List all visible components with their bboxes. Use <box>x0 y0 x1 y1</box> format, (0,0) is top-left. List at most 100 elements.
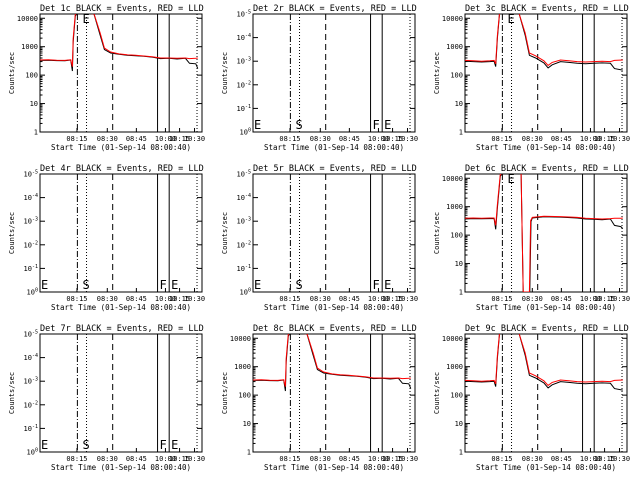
y-tick-label: 10000 <box>442 175 463 183</box>
plot-frame <box>252 333 416 453</box>
x-tick-label: 10:00 <box>580 455 601 463</box>
y-tick-label: 1000 <box>446 363 463 371</box>
x-tick-label: 08:15 <box>66 295 87 303</box>
plot-frame <box>39 173 203 293</box>
y-tick-label: 10000 <box>442 15 463 23</box>
y-tick-label: 10000 <box>17 15 38 23</box>
y-tick-label: 10 <box>455 260 463 268</box>
y-tick-label: 10-4 <box>24 353 38 362</box>
x-tick-label: 08:15 <box>491 295 512 303</box>
x-tick-label: 08:30 <box>97 455 118 463</box>
x-tick-label: 08:15 <box>491 135 512 143</box>
y-tick-label: 10-1 <box>237 264 251 273</box>
panel-1: Det 1c BLACK = Events, RED = LLD 1 10 100 10… <box>8 4 205 152</box>
panel-5: Det 5r BLACK = Events, RED = LLD 100 10-1 1… <box>221 164 418 312</box>
x-tick-label: 10:30 <box>397 135 418 143</box>
y-tick-label: 1000 <box>21 43 38 51</box>
x-tick-label: 10:30 <box>609 135 630 143</box>
x-tick-label: 08:45 <box>551 295 572 303</box>
x-tick-label: 08:15 <box>279 295 300 303</box>
plot-frame <box>252 173 416 293</box>
x-tick-label: 08:15 <box>66 135 87 143</box>
marker-label-top: E <box>508 12 515 26</box>
y-tick-label: 10-2 <box>24 400 38 409</box>
y-tick-label: 10 <box>455 420 463 428</box>
marker-label-top: E <box>508 172 515 186</box>
y-tick-label: 10-2 <box>237 80 251 89</box>
series-lld-line <box>40 14 198 67</box>
marker-label-bottom: E <box>171 278 178 292</box>
marker-label-bottom: S <box>296 118 303 132</box>
plot-frame <box>252 13 416 133</box>
x-tick-label: 10:00 <box>155 135 176 143</box>
series-events-line <box>253 334 412 392</box>
y-tick-label: 100 <box>238 392 251 400</box>
x-tick-label: 08:30 <box>522 135 543 143</box>
y-axis-label: Counts/sec <box>221 212 229 254</box>
marker-label-bottom: S <box>83 278 90 292</box>
x-tick-label: 10:15 <box>169 135 190 143</box>
plot-frame <box>464 13 628 133</box>
x-tick-label: 10:15 <box>382 135 403 143</box>
y-axis-label: Counts/sec <box>8 52 16 94</box>
panel-2: Det 2r BLACK = Events, RED = LLD 100 10-1 1… <box>221 4 418 152</box>
y-tick-label: 100 <box>450 72 463 80</box>
y-tick-label: 1000 <box>234 363 251 371</box>
panel-title: Det 5r BLACK = Events, RED = LLD <box>253 164 417 174</box>
panel-title: Det 8c BLACK = Events, RED = LLD <box>253 324 417 334</box>
y-tick-label: 10-5 <box>237 10 251 19</box>
plot-frame <box>464 173 628 293</box>
x-tick-label: 10:30 <box>609 295 630 303</box>
panel-7: Det 7r BLACK = Events, RED = LLD 100 10-1 1… <box>8 324 205 472</box>
x-tick-label: 08:45 <box>126 135 147 143</box>
y-tick-label: 10-4 <box>24 193 38 202</box>
x-tick-label: 08:30 <box>97 135 118 143</box>
x-tick-label: 08:45 <box>339 135 360 143</box>
panel-6: Det 6c BLACK = Events, RED = LLD 1 10 100 10… <box>433 164 630 312</box>
y-tick-label: 10-3 <box>237 217 251 226</box>
series-lld-line <box>465 174 623 292</box>
marker-label-bottom: F <box>160 278 167 292</box>
x-tick-label: 10:30 <box>609 455 630 463</box>
series-lld-line <box>465 334 623 387</box>
y-tick-label: 100 <box>240 288 251 297</box>
x-tick-label: 08:30 <box>522 455 543 463</box>
x-tick-label: 08:45 <box>126 295 147 303</box>
x-tick-label: 10:00 <box>155 455 176 463</box>
y-tick-label: 10 <box>243 420 251 428</box>
marker-label-bottom: E <box>171 438 178 452</box>
x-tick-label: 08:15 <box>279 455 300 463</box>
y-tick-label: 10-5 <box>24 170 38 179</box>
x-tick-label: 08:15 <box>279 135 300 143</box>
y-tick-label: 10-3 <box>24 377 38 386</box>
panel-4: Det 4r BLACK = Events, RED = LLD 100 10-1 1… <box>8 164 205 312</box>
panel-title: Det 7r BLACK = Events, RED = LLD <box>40 324 204 334</box>
x-axis-label: Start Time (01-Sep-14 08:00:40) <box>476 143 616 152</box>
marker-label-top: E <box>83 12 90 26</box>
y-tick-label: 10 <box>455 100 463 108</box>
y-axis-label: Counts/sec <box>8 372 16 414</box>
x-axis-label: Start Time (01-Sep-14 08:00:40) <box>264 143 404 152</box>
x-tick-label: 08:45 <box>339 295 360 303</box>
x-axis-label: Start Time (01-Sep-14 08:00:40) <box>264 303 404 312</box>
x-tick-label: 10:15 <box>169 295 190 303</box>
x-tick-label: 08:45 <box>126 455 147 463</box>
x-tick-label: 10:15 <box>594 455 615 463</box>
x-axis-label: Start Time (01-Sep-14 08:00:40) <box>476 303 616 312</box>
marker-label-bottom: E <box>254 118 261 132</box>
x-tick-label: 08:30 <box>310 295 331 303</box>
y-axis-label: Counts/sec <box>433 212 441 254</box>
series-lld-line <box>465 14 623 67</box>
plot-frame <box>39 333 203 453</box>
x-tick-label: 10:15 <box>594 135 615 143</box>
marker-label-bottom: S <box>83 438 90 452</box>
x-tick-label: 10:30 <box>397 295 418 303</box>
panel-9: Det 9c BLACK = Events, RED = LLD 1 10 100 10… <box>433 324 630 472</box>
y-tick-label: 100 <box>450 392 463 400</box>
x-tick-label: 10:15 <box>382 455 403 463</box>
y-tick-label: 10 <box>30 100 38 108</box>
x-tick-label: 08:30 <box>310 135 331 143</box>
marker-label-bottom: E <box>41 278 48 292</box>
marker-label-bottom: E <box>41 438 48 452</box>
